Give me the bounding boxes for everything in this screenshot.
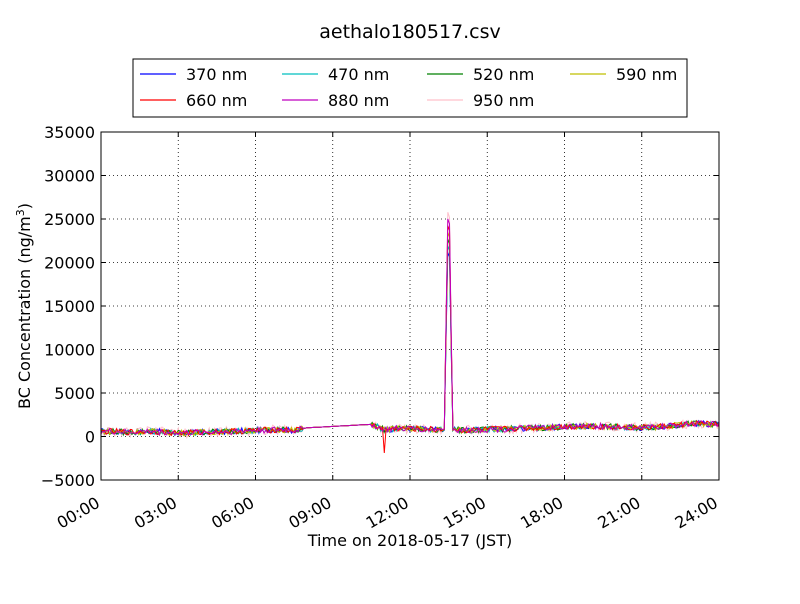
y-axis: 35000 30000 25000 20000 15000 10000 5000 0 −5000 bbox=[41, 123, 719, 490]
series-layer bbox=[100, 212, 720, 454]
legend-label: 880 nm bbox=[328, 91, 389, 110]
series-line-520-nm bbox=[100, 238, 720, 437]
x-tick-label: 00:00 bbox=[54, 493, 103, 533]
y-axis-label: BC Concentration (ng/m3) bbox=[14, 203, 34, 409]
x-tick-label: 24:00 bbox=[672, 493, 721, 533]
y-tick-label: 5000 bbox=[54, 384, 95, 403]
y-tick-label: 30000 bbox=[44, 167, 95, 186]
x-tick-label: 21:00 bbox=[594, 493, 643, 533]
y-tick-label: 10000 bbox=[44, 341, 95, 360]
legend: 370 nm 470 nm 520 nm 590 nm 660 nm 880 nm 950 … bbox=[132, 58, 688, 118]
y-tick-label: 15000 bbox=[44, 297, 95, 316]
y-tick-label: 0 bbox=[85, 428, 95, 447]
legend-label: 950 nm bbox=[473, 91, 534, 110]
series-line-590-nm bbox=[100, 232, 720, 437]
legend-box bbox=[132, 58, 688, 118]
x-tick-label: 15:00 bbox=[440, 493, 489, 533]
chart-title: aethalo180517.csv bbox=[319, 21, 501, 43]
x-axis: 00:00 03:00 06:00 09:00 12:00 15:00 18:00 21:00… bbox=[54, 132, 721, 533]
y-axis-label-main: BC Concentration (ng/m bbox=[15, 216, 34, 409]
x-tick-label: 03:00 bbox=[131, 493, 180, 533]
x-tick-label: 06:00 bbox=[208, 493, 257, 533]
x-tick-label: 09:00 bbox=[285, 493, 334, 533]
legend-label: 520 nm bbox=[473, 65, 534, 84]
grid bbox=[101, 132, 719, 480]
legend-label: 370 nm bbox=[186, 65, 247, 84]
x-tick-label: 18:00 bbox=[517, 493, 566, 533]
series-line-660-nm bbox=[100, 225, 720, 454]
y-tick-label: 20000 bbox=[44, 254, 95, 273]
x-tick-label: 12:00 bbox=[363, 493, 412, 533]
series-line-880-nm bbox=[100, 218, 720, 437]
legend-label: 590 nm bbox=[616, 65, 677, 84]
y-axis-label-suffix: ) bbox=[15, 203, 34, 209]
y-tick-label: 35000 bbox=[44, 123, 95, 142]
legend-label: 660 nm bbox=[186, 91, 247, 110]
x-axis-label: Time on 2018-05-17 (JST) bbox=[307, 531, 512, 550]
y-tick-label: 25000 bbox=[44, 210, 95, 229]
y-tick-label: −5000 bbox=[41, 471, 95, 490]
y-axis-label-sup: 3 bbox=[14, 209, 27, 216]
legend-label: 470 nm bbox=[328, 65, 389, 84]
